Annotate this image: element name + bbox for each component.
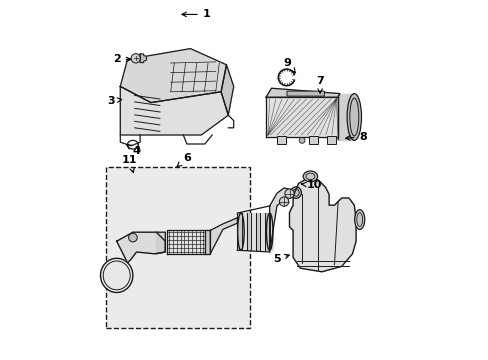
FancyBboxPatch shape [106, 167, 249, 328]
Polygon shape [265, 97, 337, 137]
Text: 10: 10 [301, 180, 322, 190]
Polygon shape [156, 232, 165, 254]
Polygon shape [120, 86, 228, 135]
Text: 11: 11 [122, 155, 137, 172]
Polygon shape [117, 232, 165, 263]
FancyBboxPatch shape [326, 136, 336, 144]
Text: 8: 8 [345, 132, 366, 142]
Polygon shape [246, 213, 250, 250]
Text: 2: 2 [113, 54, 130, 64]
Polygon shape [255, 213, 259, 250]
FancyBboxPatch shape [276, 136, 285, 144]
Text: 3: 3 [107, 96, 122, 106]
Polygon shape [221, 65, 233, 115]
Polygon shape [251, 213, 254, 250]
Polygon shape [204, 230, 210, 254]
Polygon shape [260, 213, 264, 250]
FancyBboxPatch shape [286, 91, 324, 96]
Circle shape [299, 138, 305, 143]
Circle shape [131, 54, 140, 63]
Polygon shape [265, 88, 339, 97]
Text: 9: 9 [283, 58, 295, 73]
Polygon shape [337, 94, 354, 140]
Polygon shape [289, 178, 355, 272]
Circle shape [279, 197, 288, 206]
FancyBboxPatch shape [309, 136, 318, 144]
Polygon shape [269, 188, 292, 252]
Text: 1: 1 [182, 9, 210, 19]
Ellipse shape [290, 187, 301, 198]
Polygon shape [237, 213, 241, 250]
Ellipse shape [354, 210, 364, 230]
Polygon shape [120, 49, 226, 103]
Polygon shape [167, 230, 204, 254]
Ellipse shape [303, 171, 317, 182]
Circle shape [128, 233, 137, 242]
Text: 4: 4 [126, 145, 140, 156]
Text: 7: 7 [316, 76, 324, 93]
Polygon shape [264, 213, 268, 250]
Circle shape [284, 189, 294, 198]
Text: 6: 6 [177, 153, 190, 167]
Text: 5: 5 [272, 254, 289, 264]
Polygon shape [210, 218, 237, 254]
Polygon shape [242, 213, 245, 250]
Polygon shape [269, 213, 273, 250]
Ellipse shape [346, 94, 361, 140]
Ellipse shape [101, 258, 133, 292]
Polygon shape [140, 54, 146, 63]
